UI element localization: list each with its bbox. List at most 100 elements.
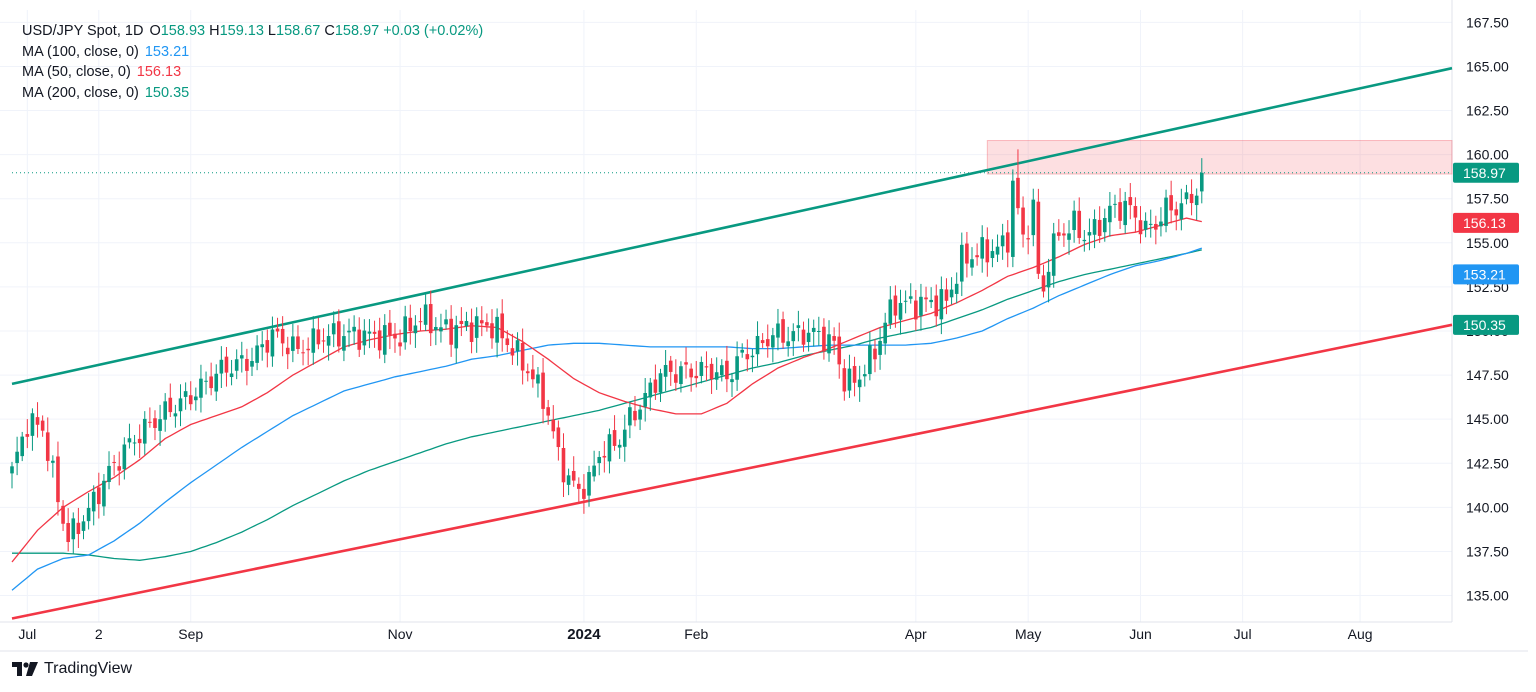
candle-body: [842, 368, 847, 392]
candle: [684, 347, 688, 379]
candle-body: [668, 360, 673, 372]
price-axis-label: 140.00: [1466, 499, 1509, 515]
candle-body: [1102, 217, 1107, 233]
candle: [163, 393, 167, 432]
candle-body: [771, 335, 775, 348]
candles: [10, 149, 1204, 554]
candle-body: [81, 521, 86, 531]
tradingview-logo[interactable]: TradingView: [12, 660, 132, 678]
candle: [827, 320, 831, 362]
change-value: +0.03 (+0.02%): [383, 23, 484, 39]
candle-body: [1011, 180, 1015, 257]
resistance-zone: [986, 140, 1453, 175]
candle: [1184, 184, 1189, 205]
candle-body: [837, 336, 842, 365]
candle: [382, 314, 387, 364]
candle: [868, 331, 872, 381]
candle-body: [944, 289, 949, 301]
candle: [388, 309, 392, 350]
candle-body: [566, 475, 571, 485]
high-label: H: [209, 23, 220, 39]
candle: [638, 404, 642, 431]
price-axis-label: 167.50: [1466, 14, 1509, 30]
candle: [71, 512, 76, 554]
legend-ma200-row[interactable]: MA (200, close, 0) 150.35: [22, 83, 483, 104]
candle-body: [883, 322, 887, 344]
candle: [699, 356, 704, 384]
candle: [975, 243, 979, 266]
candle: [280, 316, 285, 357]
candle-body: [127, 438, 132, 443]
candle-body: [663, 364, 668, 377]
candle: [735, 341, 739, 391]
candle-body: [260, 344, 265, 348]
candle-body: [622, 429, 627, 447]
candle-body: [735, 356, 739, 380]
candle: [546, 399, 550, 425]
candle: [878, 327, 882, 370]
candle-body: [980, 237, 985, 259]
candle: [178, 384, 183, 427]
candle-body: [495, 316, 499, 343]
candle-body: [444, 319, 448, 325]
candle-body: [1169, 195, 1173, 211]
candle: [776, 308, 780, 351]
candle: [260, 331, 265, 361]
price-badge-bg: [1453, 314, 1519, 335]
candle-body: [224, 356, 229, 373]
candle: [413, 315, 418, 348]
candle: [148, 407, 152, 428]
candle-body: [597, 456, 602, 464]
candle-body: [20, 436, 25, 457]
candle-body: [479, 320, 484, 324]
candle-body: [500, 313, 505, 339]
candle-body: [908, 296, 913, 299]
candle-body: [234, 359, 239, 371]
candle: [954, 272, 959, 304]
candle-body: [199, 378, 203, 398]
candle-body: [209, 376, 213, 389]
legend-ma100-row[interactable]: MA (100, close, 0) 153.21: [22, 42, 483, 63]
candle: [949, 277, 954, 305]
candle: [862, 364, 867, 387]
candle: [852, 356, 857, 397]
candle-body: [1072, 210, 1076, 231]
candle-body: [86, 507, 91, 522]
candle: [679, 361, 683, 393]
candle-body: [531, 369, 535, 380]
candle: [725, 345, 729, 393]
candle-body: [914, 300, 918, 320]
candle: [536, 366, 540, 398]
legend-ma50-row[interactable]: MA (50, close, 0) 156.13: [22, 62, 483, 83]
candle-body: [132, 442, 137, 444]
candle: [750, 348, 755, 373]
candle-body: [551, 419, 556, 432]
candle: [275, 317, 280, 338]
candle: [316, 317, 321, 350]
candle: [617, 439, 622, 459]
candle-body: [975, 255, 979, 258]
candle-body: [934, 295, 939, 317]
candle-body: [862, 374, 867, 377]
candle: [1016, 149, 1020, 215]
candle-body: [382, 325, 387, 355]
time-axis-label: Jul: [1234, 626, 1252, 642]
candle-body: [56, 456, 60, 503]
candle-body: [137, 438, 142, 444]
ma100-line: [11, 247, 1203, 591]
candle: [704, 351, 709, 381]
close-value: 158.97: [334, 23, 380, 39]
candle-body: [76, 522, 81, 535]
candle-body: [71, 518, 76, 540]
candle: [1169, 180, 1173, 224]
candle: [551, 405, 556, 439]
candle-body: [1057, 232, 1061, 236]
candle: [1051, 222, 1056, 288]
candle: [454, 315, 459, 364]
candle: [556, 420, 561, 461]
candle-body: [714, 372, 719, 380]
candle: [1087, 218, 1092, 251]
candle-body: [1128, 197, 1133, 206]
price-axis-label: 165.00: [1466, 58, 1509, 74]
